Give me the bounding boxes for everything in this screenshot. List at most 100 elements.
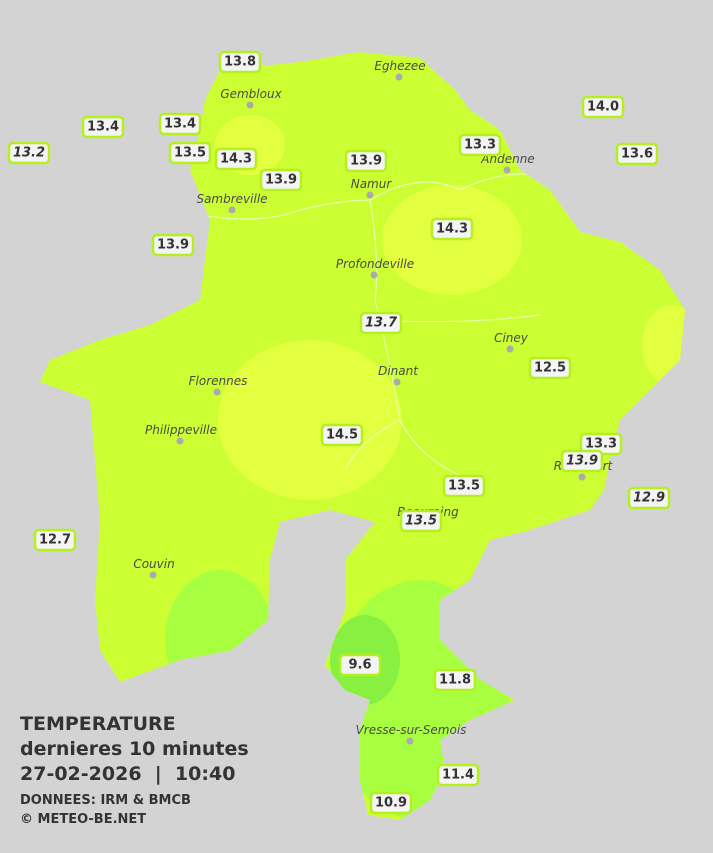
station-box <box>151 233 195 257</box>
station-value: 14.3 <box>436 222 468 237</box>
station-box <box>214 147 258 171</box>
station-box <box>338 653 382 677</box>
station: 13.4 <box>158 112 202 136</box>
city-dot <box>366 191 374 199</box>
station: 14.3 <box>430 217 474 241</box>
station: 11.4 <box>436 763 480 787</box>
title: TEMPERATURE <box>20 713 176 735</box>
station-value: 12.9 <box>633 491 665 506</box>
city-label: Philippeville <box>145 423 217 437</box>
station-value: 13.2 <box>13 146 45 161</box>
station-value: 10.9 <box>375 796 407 811</box>
station-value: 9.6 <box>348 658 371 673</box>
source: DONNEES: IRM & BMCB <box>20 793 191 808</box>
station: 9.6 <box>338 653 382 677</box>
rivers <box>199 173 541 481</box>
station-value: 13.4 <box>87 120 119 135</box>
station: 13.9 <box>151 233 195 257</box>
station: 13.5 <box>399 509 443 533</box>
station-value: 13.7 <box>365 316 398 331</box>
city-label: Couvin <box>133 557 174 571</box>
station-box <box>615 142 659 166</box>
station-box <box>259 168 303 192</box>
station-box <box>430 217 474 241</box>
city-dot <box>176 437 184 445</box>
city-dot <box>406 737 414 745</box>
city-dot <box>578 473 586 481</box>
station: 13.2 <box>7 141 51 165</box>
station: 13.9 <box>344 149 388 173</box>
station-box <box>168 141 212 165</box>
city-dot <box>213 388 221 396</box>
datetime: 27-02-2026 | 10:40 <box>20 763 235 785</box>
station-value: 11.8 <box>439 673 471 688</box>
station-value: 13.8 <box>224 55 256 70</box>
station-box <box>442 474 486 498</box>
station-box <box>7 141 51 165</box>
station-value: 13.5 <box>448 479 480 494</box>
station-value: 14.3 <box>220 152 252 167</box>
station: 13.6 <box>615 142 659 166</box>
station-box <box>627 486 671 510</box>
subtitle: dernieres 10 minutes <box>20 738 249 760</box>
station-value: 12.5 <box>534 361 566 376</box>
city-dot <box>393 378 401 386</box>
station: 14.3 <box>214 147 258 171</box>
station-box <box>158 112 202 136</box>
city-label: Florennes <box>189 374 248 388</box>
city-label: Eghezee <box>374 59 425 73</box>
station-value: 13.9 <box>350 154 382 169</box>
station-value: 13.5 <box>174 146 206 161</box>
station-value: 13.6 <box>621 147 653 162</box>
station-box <box>369 791 413 815</box>
city-label: Sambreville <box>196 192 267 206</box>
station: 11.8 <box>433 668 477 692</box>
station-value: 13.9 <box>157 238 189 253</box>
station-box <box>458 133 502 157</box>
station-box <box>344 149 388 173</box>
station-value: 13.5 <box>405 514 437 529</box>
station: 13.9 <box>560 449 604 473</box>
station-value: 12.7 <box>39 533 71 548</box>
station: 12.7 <box>33 528 77 552</box>
city-dot <box>506 345 514 353</box>
city-label: Dinant <box>378 364 419 378</box>
station-value: 11.4 <box>442 768 474 783</box>
station-box <box>528 356 572 380</box>
station: 13.5 <box>168 141 212 165</box>
station-box <box>436 763 480 787</box>
station-value: 13.3 <box>464 138 496 153</box>
station: 13.4 <box>81 115 125 139</box>
station-box <box>581 95 625 119</box>
city-dot <box>370 271 378 279</box>
station-box <box>218 50 262 74</box>
station-value: 14.0 <box>587 100 619 115</box>
station-value: 13.9 <box>265 173 297 188</box>
station-box <box>81 115 125 139</box>
copyright: © METEO-BE.NET <box>20 812 146 827</box>
station-value: 14.5 <box>326 428 358 443</box>
station-box <box>399 509 443 533</box>
station-box <box>33 528 77 552</box>
station: 12.5 <box>528 356 572 380</box>
station-value: 13.9 <box>566 454 598 469</box>
station: 14.5 <box>320 423 364 447</box>
city-label: Gembloux <box>220 87 282 101</box>
station-box <box>433 668 477 692</box>
station: 13.7 <box>359 311 403 335</box>
city-label: Ciney <box>494 331 529 345</box>
station-box <box>359 311 403 335</box>
station-value: 13.3 <box>585 437 617 452</box>
station: 13.3 <box>579 432 623 456</box>
city-label: Profondeville <box>336 257 414 271</box>
station-box <box>320 423 364 447</box>
station-box <box>560 449 604 473</box>
station: 14.0 <box>581 95 625 119</box>
station: 13.8 <box>218 50 262 74</box>
city-dot <box>503 166 511 174</box>
city-dot <box>228 206 236 214</box>
station: 13.3 <box>458 133 502 157</box>
station-value: 13.4 <box>164 117 196 132</box>
